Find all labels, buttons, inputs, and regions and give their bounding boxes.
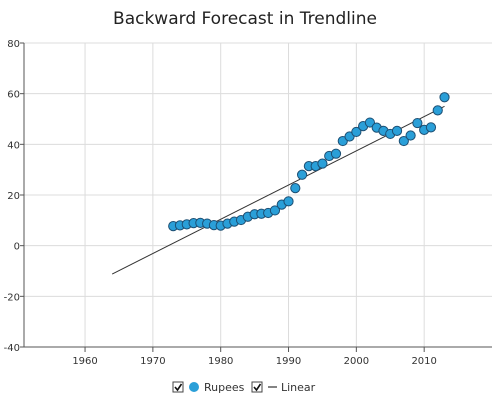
y-tick-label: 80 xyxy=(7,39,20,50)
check-icon xyxy=(174,383,183,392)
legend-item-rupees[interactable]: Rupees xyxy=(172,381,245,394)
data-point xyxy=(283,196,294,207)
x-tick-label: 1970 xyxy=(140,356,165,367)
y-tick-label: -20 xyxy=(4,292,20,303)
data-point xyxy=(412,117,423,129)
check-icon xyxy=(253,383,262,392)
y-tick-label: 20 xyxy=(7,191,20,202)
legend-checkbox[interactable] xyxy=(172,381,184,393)
x-tick-label: 2010 xyxy=(411,356,436,367)
y-tick-label: 0 xyxy=(14,242,20,253)
data-point xyxy=(351,126,362,138)
y-tick-label: -40 xyxy=(4,343,20,354)
legend: Rupees Linear xyxy=(172,381,316,394)
data-point xyxy=(290,183,301,194)
data-point xyxy=(432,105,443,116)
data-point xyxy=(439,92,450,103)
data-point xyxy=(391,125,403,137)
data-point xyxy=(296,169,308,180)
data-point xyxy=(364,117,376,128)
x-tick-label: 1960 xyxy=(72,356,97,367)
y-tick-label: 60 xyxy=(7,90,20,101)
grid xyxy=(24,42,492,347)
data-point xyxy=(425,122,437,133)
legend-checkbox[interactable] xyxy=(251,381,263,393)
data-points xyxy=(168,92,450,232)
data-point xyxy=(405,130,416,141)
x-tick-label: 2000 xyxy=(344,356,369,367)
chart-title: Backward Forecast in Trendline xyxy=(113,9,377,29)
legend-item-linear[interactable]: Linear xyxy=(251,381,316,394)
axes: -40 -20 0 20 40 60 80 1960 1970 1980 1990 2000 2010 xyxy=(4,39,492,367)
legend-label: Rupees xyxy=(204,381,245,394)
data-point xyxy=(317,158,328,169)
legend-label: Linear xyxy=(281,381,316,394)
y-tick-label: 40 xyxy=(7,140,20,151)
data-point xyxy=(269,205,281,216)
data-point xyxy=(330,148,342,159)
x-tick-label: 1980 xyxy=(208,356,233,367)
legend-marker-circle-icon xyxy=(189,382,199,392)
data-point xyxy=(398,135,409,147)
x-tick-label: 1990 xyxy=(276,356,301,367)
